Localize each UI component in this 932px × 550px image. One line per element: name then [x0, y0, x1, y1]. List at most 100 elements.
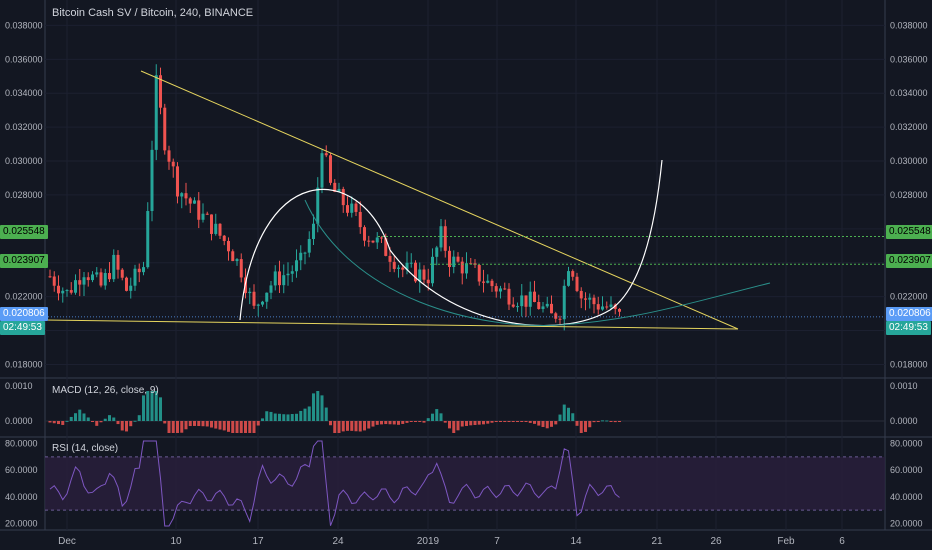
last-price-badge-left: 0.020806 — [0, 307, 48, 321]
candle-body — [409, 262, 413, 264]
candle-body — [397, 267, 400, 269]
candle-body — [443, 226, 447, 251]
x-tick-label: Feb — [777, 536, 795, 547]
candle-body — [197, 200, 201, 220]
candle-body — [605, 306, 609, 308]
x-tick-label: 2019 — [417, 536, 440, 547]
macd-bar — [371, 421, 375, 427]
candle-body — [460, 261, 464, 274]
macd-bar — [299, 410, 303, 421]
macd-tick-left: 0.0010 — [5, 381, 33, 391]
candle-body — [201, 213, 205, 220]
candle-body — [295, 260, 298, 272]
x-tick-label: 6 — [839, 536, 845, 547]
candle-body — [120, 269, 124, 278]
macd-tick: 0.0000 — [890, 416, 918, 426]
rsi-tick: 40.0000 — [890, 492, 923, 502]
candle-body — [180, 193, 184, 197]
x-tick-label: 24 — [332, 536, 344, 547]
candle-body — [375, 237, 379, 243]
countdown-badge-left: 02:49:53 — [0, 321, 45, 335]
macd-bar — [618, 421, 621, 422]
macd-bar — [354, 421, 358, 432]
macd-bar — [171, 421, 175, 433]
cup-arc-left — [239, 188, 391, 321]
candle-body — [116, 254, 120, 270]
macd-bar — [210, 421, 213, 428]
candle-body — [163, 107, 167, 151]
candle-body — [554, 313, 558, 319]
macd-bar — [380, 421, 383, 425]
macd-bar — [256, 421, 260, 426]
macd-bar — [452, 421, 456, 433]
macd-bar — [99, 421, 103, 423]
macd-bar — [116, 421, 120, 425]
candle-body — [286, 273, 290, 276]
macd-bar — [367, 421, 371, 429]
candle-body — [618, 308, 621, 312]
macd-bar — [350, 421, 354, 431]
candle-body — [486, 280, 490, 283]
macd-bar — [405, 421, 409, 423]
macd-bar — [401, 421, 405, 424]
candle-body — [469, 263, 473, 265]
candle-body — [248, 291, 252, 294]
candle-body — [265, 292, 269, 302]
candle-body — [431, 256, 434, 284]
candle-body — [320, 153, 324, 188]
candle-body — [91, 274, 94, 281]
macd-bar — [193, 421, 196, 426]
macd-bar — [363, 421, 366, 431]
macd-bar — [537, 421, 541, 426]
candle-body — [231, 251, 235, 262]
x-tick-label: 14 — [570, 536, 582, 547]
candle-body — [490, 280, 494, 287]
macd-bar — [541, 421, 545, 427]
candle-body — [227, 240, 230, 252]
candle-body — [235, 259, 239, 262]
macd-bar — [320, 395, 324, 421]
macd-bar — [218, 421, 222, 430]
macd-bar — [384, 421, 388, 425]
candle-body — [256, 304, 260, 306]
candle-body — [57, 285, 60, 294]
candle-body — [494, 286, 498, 292]
candle-body — [418, 269, 422, 282]
x-tick-label: 21 — [651, 536, 663, 547]
y-tick-label-right: 0.030000 — [890, 156, 928, 166]
macd-bar — [184, 421, 188, 430]
y-tick-label-left: 0.028000 — [5, 190, 43, 200]
macd-bar — [337, 421, 341, 433]
macd-bar — [550, 421, 553, 427]
candle-body — [159, 75, 162, 108]
level-badge-left-2: 0.023907 — [0, 254, 48, 268]
x-tick-label: 26 — [710, 536, 722, 547]
candle-body — [341, 188, 345, 206]
candle-body — [528, 291, 532, 307]
candle-body — [575, 276, 579, 291]
candle-body — [214, 223, 218, 234]
candle-body — [482, 281, 485, 283]
level-badge-right-2: 0.023907 — [886, 254, 932, 268]
cup-arc-right — [389, 159, 663, 327]
candle-body — [511, 304, 515, 307]
candle-body — [550, 303, 553, 314]
macd-bar — [545, 421, 549, 429]
y-tick-label-left: 0.018000 — [5, 359, 43, 369]
level-badge-right-1: 0.025548 — [886, 225, 932, 239]
y-tick-label-left: 0.030000 — [5, 156, 43, 166]
level-badge-left-1: 0.025548 — [0, 225, 48, 239]
macd-bar — [129, 421, 133, 427]
candle-body — [303, 252, 307, 254]
candle-body — [316, 187, 320, 224]
candle-body — [333, 182, 337, 192]
macd-bar — [520, 421, 524, 422]
candle-body — [252, 291, 256, 306]
macd-bar — [180, 421, 184, 433]
candle-body — [239, 259, 243, 278]
macd-bar — [588, 421, 592, 428]
macd-bar — [125, 421, 128, 432]
macd-bar — [167, 421, 171, 433]
candle-body — [278, 271, 281, 286]
